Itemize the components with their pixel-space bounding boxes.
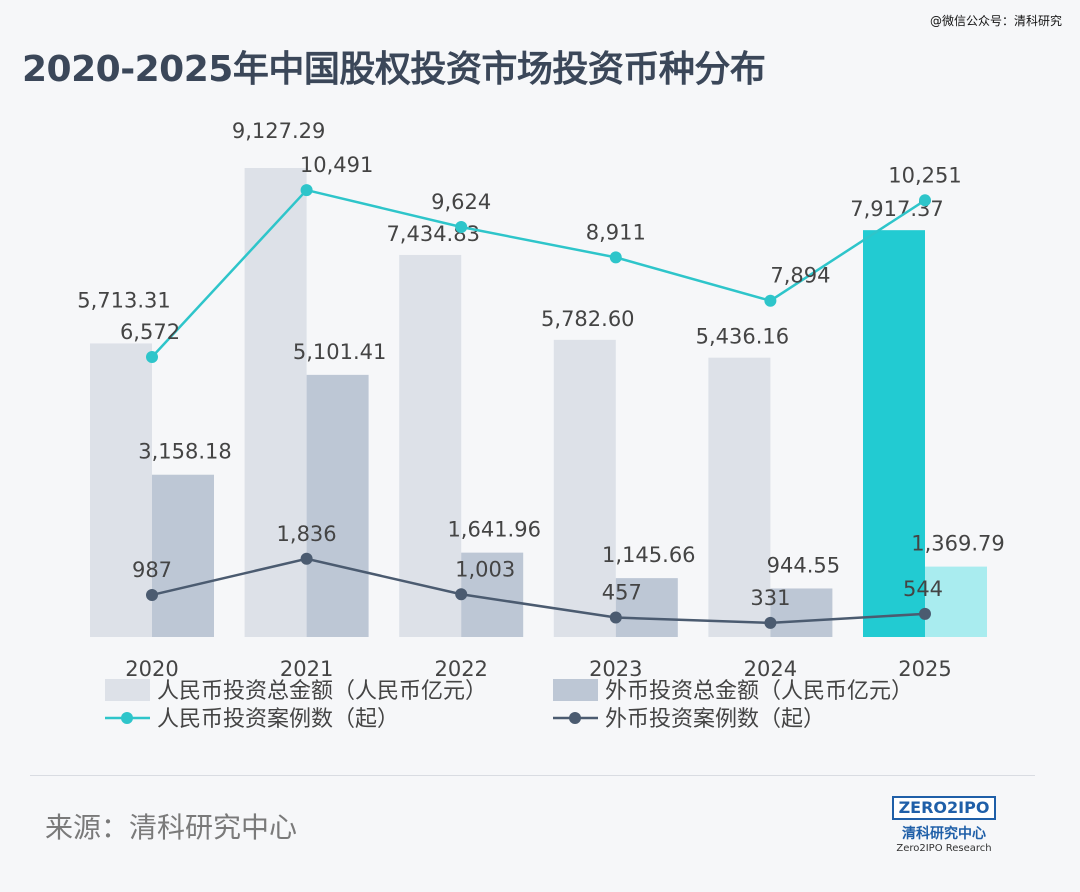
- zero2ipo-logo: ZERO2IPO 清科研究中心 Zero2IPO Research: [892, 796, 996, 854]
- source-note: 来源：清科研究中心: [45, 811, 298, 844]
- rmb-count-label: 8,911: [586, 220, 646, 244]
- rmb-count-line: [151, 188, 926, 358]
- rmb-amount-label: 5,782.60: [541, 307, 635, 331]
- fx-count-point: [300, 552, 313, 565]
- rmb-amount-bar: [863, 230, 925, 638]
- logo-mark: ZERO2IPO: [892, 796, 996, 820]
- x-tick-label: 2022: [434, 657, 487, 681]
- rmb-amount-bar: [399, 254, 462, 637]
- rmb-amount-label: 5,713.31: [77, 288, 171, 312]
- fx-amount-bar: [925, 566, 987, 637]
- rmb-count-point: [300, 184, 313, 197]
- x-tick-label: 2023: [589, 657, 642, 681]
- fx-count-label: 457: [602, 581, 642, 605]
- rmb-count-point: [146, 351, 158, 364]
- rmb-count-label: 10,491: [300, 153, 373, 177]
- fx-count-point: [764, 616, 777, 629]
- fx-count-point: [609, 611, 622, 624]
- fx-count-line: [151, 557, 926, 625]
- rmb-amount-bar: [708, 357, 771, 637]
- rmb-count-label: 9,624: [431, 190, 491, 214]
- logo-en: Zero2IPO Research: [896, 843, 992, 854]
- rmb-amount-label: 9,127.29: [232, 119, 326, 143]
- legend-label-fx-amount: 外币投资总金额（人民币亿元）: [605, 679, 913, 704]
- fx-count-label: 1,003: [455, 557, 515, 581]
- fx-count-label: 987: [132, 558, 172, 582]
- fx-count-label: 544: [903, 577, 943, 601]
- rmb-amount-bar: [90, 343, 152, 637]
- fx-amount-label: 1,641.96: [447, 518, 541, 542]
- legend-marker-fx-count: [569, 712, 581, 724]
- legend-swatch-rmb-amount: [105, 679, 150, 701]
- watermark: @微信公众号：清科研究: [929, 14, 1062, 28]
- rmb-count-label: 10,251: [888, 163, 961, 187]
- x-tick-label: 2020: [125, 657, 178, 681]
- fx-amount-label: 944.55: [767, 553, 840, 577]
- rmb-count-point: [609, 251, 622, 264]
- legend-label-fx-count: 外币投资案例数（起）: [605, 707, 825, 732]
- fx-amount-label: 5,101.41: [293, 340, 387, 364]
- rmb-amount-bar: [553, 339, 616, 637]
- rmb-amount-label: 5,436.16: [696, 325, 790, 349]
- fx-count-point: [146, 588, 158, 601]
- fx-amount-bar: [770, 588, 833, 637]
- fx-amount-bar: [306, 374, 369, 637]
- fx-count-point: [455, 588, 468, 601]
- rmb-count-point: [455, 221, 468, 234]
- fx-amount-bar: [152, 474, 214, 637]
- rmb-count-point: [919, 194, 931, 207]
- divider: [30, 775, 1035, 776]
- legend-swatch-fx-amount: [553, 679, 598, 701]
- x-tick-label: 2024: [744, 657, 797, 681]
- logo-cn: 清科研究中心: [902, 826, 986, 842]
- rmb-count-label: 7,894: [770, 264, 830, 288]
- x-tick-label: 2021: [280, 657, 333, 681]
- fx-amount-bar: [615, 578, 678, 637]
- fx-count-label: 331: [750, 586, 790, 610]
- x-tick-label: 2025: [898, 657, 951, 681]
- fx-amount-label: 1,145.66: [602, 543, 696, 567]
- fx-count-label: 1,836: [277, 522, 337, 546]
- rmb-count-label: 6,572: [120, 320, 180, 344]
- chart: 2020 2021 2022 2023 2024 2025 5,713.31 3,158.18…: [77, 119, 1005, 732]
- chart-title: 2020-2025年中国股权投资市场投资币种分布: [22, 49, 766, 90]
- legend-label-rmb-amount: 人民币投资总金额（人民币亿元）: [157, 679, 487, 704]
- rmb-count-point: [764, 294, 777, 307]
- fx-amount-label: 3,158.18: [138, 440, 232, 464]
- legend-marker-rmb-count: [121, 712, 133, 724]
- legend-label-rmb-count: 人民币投资案例数（起）: [157, 707, 399, 732]
- fx-amount-label: 1,369.79: [911, 532, 1005, 556]
- fx-count-point: [919, 607, 931, 620]
